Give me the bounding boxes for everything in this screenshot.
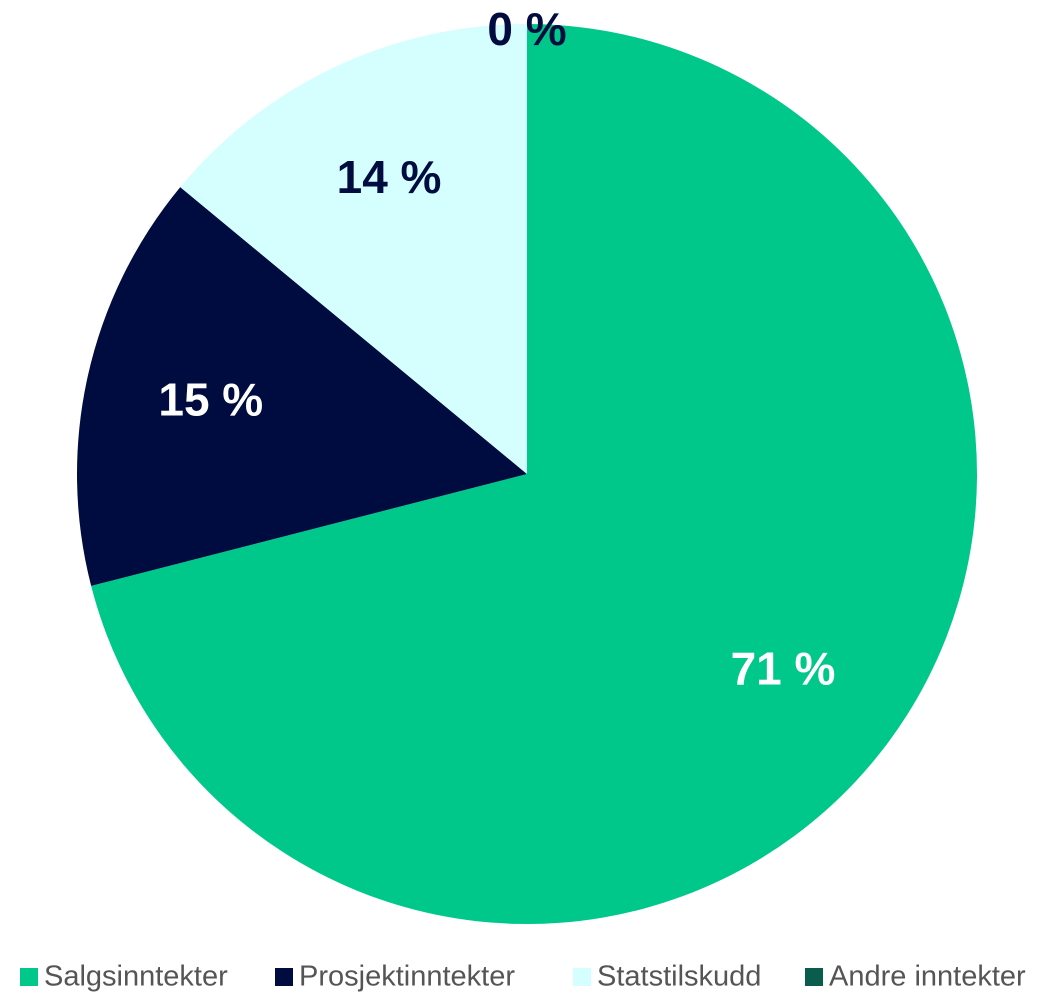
legend-swatch bbox=[805, 968, 823, 986]
value-label: 15 % bbox=[158, 373, 263, 425]
legend-label: Andre inntekter bbox=[829, 961, 1026, 993]
value-label: 0 % bbox=[487, 3, 566, 55]
legend-swatch bbox=[20, 968, 38, 986]
legend-swatch bbox=[573, 968, 591, 986]
pie-slice bbox=[180, 24, 527, 474]
legend-swatch bbox=[275, 968, 293, 986]
legend-label: Salgsinntekter bbox=[44, 961, 228, 993]
value-label: 71 % bbox=[731, 643, 836, 695]
pie-slice bbox=[91, 24, 978, 924]
legend-label: Statstilskudd bbox=[597, 961, 761, 993]
legend-label: Prosjektinntekter bbox=[299, 961, 515, 993]
value-label: 14 % bbox=[337, 151, 442, 203]
pie-slice bbox=[77, 187, 528, 586]
